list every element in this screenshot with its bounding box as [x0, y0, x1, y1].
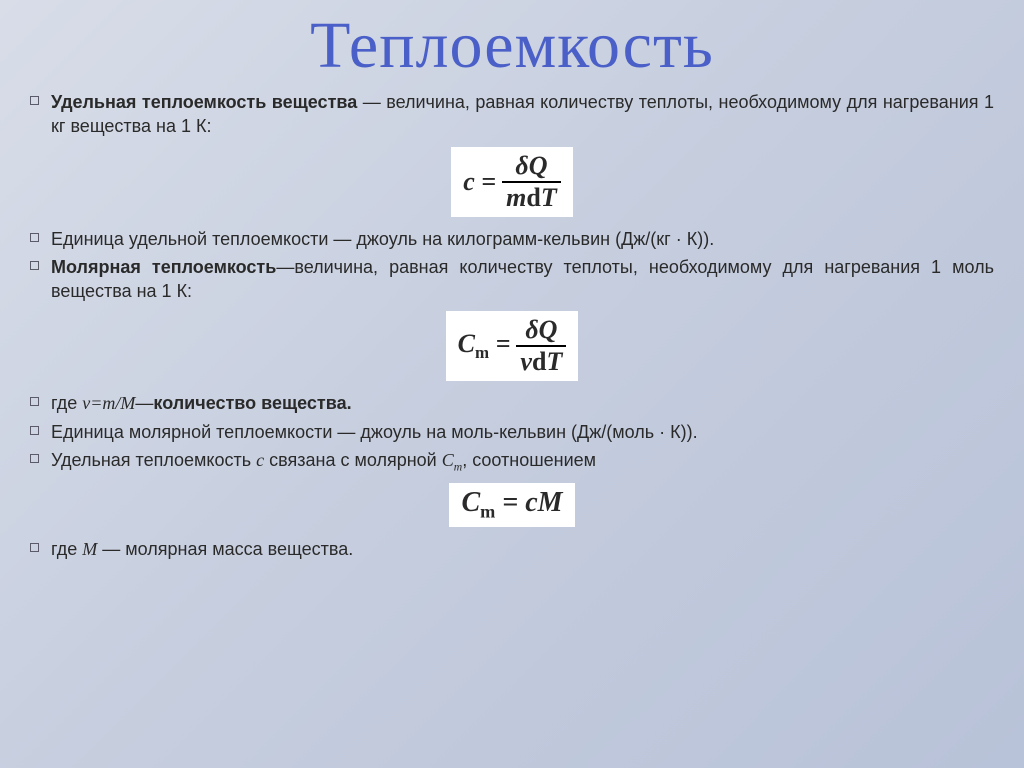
slide-title: Теплоемкость: [30, 8, 994, 84]
bullet-square-icon: [30, 233, 39, 242]
bullet-square-icon: [30, 454, 39, 463]
bullet-text: Удельная теплоемкость c связана с молярн…: [51, 448, 994, 475]
bullet-square-icon: [30, 261, 39, 270]
formula-box: c =δQmdT: [451, 147, 572, 217]
formula-block: c =δQmdT: [30, 147, 994, 217]
bullet-item: Единица молярной теплоемкости — джоуль н…: [30, 420, 994, 444]
bullet-square-icon: [30, 426, 39, 435]
bullet-text: Молярная теплоемкость—величина, равная к…: [51, 255, 994, 304]
bullet-text: Единица молярной теплоемкости — джоуль н…: [51, 420, 994, 444]
bullet-item: Единица удельной теплоемкости — джоуль н…: [30, 227, 994, 251]
formula-block: Cm = cM: [30, 483, 994, 527]
bullet-text: Единица удельной теплоемкости — джоуль н…: [51, 227, 994, 251]
bullet-item: Молярная теплоемкость—величина, равная к…: [30, 255, 994, 304]
bullet-square-icon: [30, 543, 39, 552]
bullet-item: Удельная теплоемкость вещества — величин…: [30, 90, 994, 139]
formula-block: Cm =δQνdT: [30, 311, 994, 381]
bullet-square-icon: [30, 96, 39, 105]
formula-box: Cm =δQνdT: [446, 311, 579, 381]
bullet-text: где ν=m/M—количество вещества.: [51, 391, 994, 415]
bullet-item: где M — молярная масса вещества.: [30, 537, 994, 561]
bullet-text: Удельная теплоемкость вещества — величин…: [51, 90, 994, 139]
bullet-item: Удельная теплоемкость c связана с молярн…: [30, 448, 994, 475]
formula-box: Cm = cM: [449, 483, 574, 527]
bullet-square-icon: [30, 397, 39, 406]
bullet-text: где M — молярная масса вещества.: [51, 537, 994, 561]
content-area: Удельная теплоемкость вещества — величин…: [30, 90, 994, 562]
bullet-item: где ν=m/M—количество вещества.: [30, 391, 994, 415]
